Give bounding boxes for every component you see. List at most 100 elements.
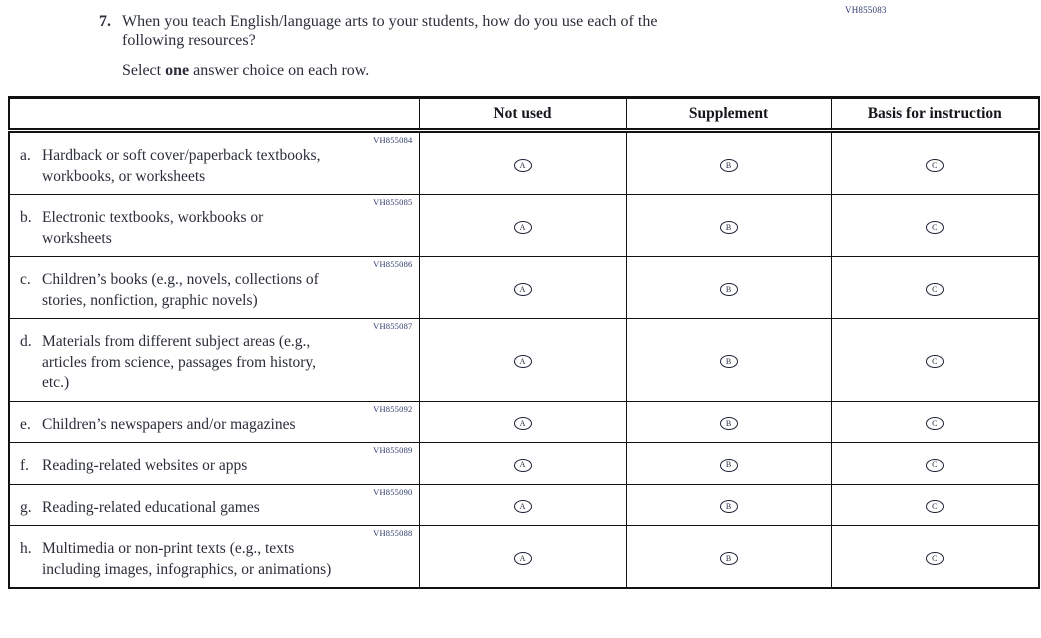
resource-usage-table: Not used Supplement Basis for instructio…: [8, 96, 1040, 589]
instruction-suffix: answer choice on each row.: [189, 62, 370, 79]
answer-bubble-basis-for-instruction[interactable]: C: [925, 221, 944, 234]
answer-bubble-not-used[interactable]: A: [513, 355, 532, 369]
answer-bubble-supplement[interactable]: B: [719, 417, 738, 431]
row-code: VH855092: [373, 403, 413, 414]
option-cell-not-used: A: [418, 483, 627, 526]
option-cell-not-used: A: [418, 194, 627, 257]
bubble-letter: B: [725, 222, 732, 232]
bubble-letter: B: [725, 553, 732, 563]
answer-bubble-supplement[interactable]: B: [719, 283, 738, 296]
option-cell-supplement: B: [625, 400, 832, 443]
row-code: VH855084: [373, 135, 413, 145]
table-row: VH855087 d. Materials from different sub…: [8, 318, 1040, 402]
option-cell-supplement: B: [625, 194, 832, 257]
header-row: Not used Supplement Basis for instructio…: [8, 97, 1040, 133]
row-label-cell: VH855089 f. Reading-related websites or …: [8, 442, 420, 485]
instruction-bold: one: [165, 62, 190, 79]
bubble-letter: C: [932, 160, 938, 170]
table-row: VH855085 b. Electronic textbooks, workbo…: [8, 194, 1040, 257]
row-letter: d.: [20, 333, 32, 350]
row-letter: c.: [20, 271, 31, 288]
bubble-letter: C: [932, 222, 938, 232]
row-label-cell: VH855090 g. Reading-related educational …: [8, 483, 420, 526]
answer-bubble-not-used[interactable]: A: [513, 500, 532, 514]
answer-bubble-basis-for-instruction[interactable]: C: [925, 159, 944, 172]
bubble-letter: A: [519, 160, 526, 170]
answer-bubble-supplement[interactable]: B: [719, 159, 738, 172]
answer-bubble-supplement[interactable]: B: [719, 458, 738, 472]
bubble-letter: B: [725, 460, 732, 470]
option-cell-basis-for-instruction: C: [830, 442, 1040, 485]
bubble-letter: C: [932, 284, 938, 294]
bubble-letter: B: [725, 160, 732, 170]
row-letter: e.: [20, 415, 31, 433]
answer-bubble-basis-for-instruction[interactable]: C: [925, 283, 944, 296]
answer-bubble-basis-for-instruction[interactable]: C: [925, 552, 944, 565]
row-label-cell: VH855092 e. Children’s newspapers and/or…: [8, 400, 420, 443]
bubble-letter: A: [519, 222, 526, 232]
row-text: Materials from different subject areas (…: [42, 333, 317, 391]
option-cell-supplement: B: [625, 318, 832, 402]
option-cell-not-used: A: [418, 442, 627, 485]
row-text: Electronic textbooks, workbooks or works…: [42, 209, 264, 247]
table-row: VH855088 h. Multimedia or non-print text…: [8, 525, 1040, 589]
bubble-letter: A: [519, 553, 526, 563]
row-code: VH855086: [373, 259, 413, 269]
answer-bubble-basis-for-instruction[interactable]: C: [925, 417, 944, 431]
row-label-cell: VH855087 d. Materials from different sub…: [8, 318, 420, 402]
form-code: VH855083: [845, 5, 887, 15]
row-code: VH855089: [373, 445, 413, 455]
bubble-letter: B: [725, 356, 732, 366]
question-block: 7. When you teach English/language arts …: [0, 0, 1041, 80]
answer-bubble-not-used[interactable]: A: [513, 221, 532, 234]
column-header-supplement: Supplement: [625, 97, 832, 133]
answer-bubble-not-used[interactable]: A: [513, 552, 532, 565]
option-cell-basis-for-instruction: C: [830, 400, 1040, 443]
answer-bubble-basis-for-instruction[interactable]: C: [925, 458, 944, 472]
option-cell-supplement: B: [625, 256, 832, 319]
row-letter: f.: [20, 457, 30, 474]
answer-bubble-not-used[interactable]: A: [513, 159, 532, 172]
column-header-not-used: Not used: [418, 97, 627, 133]
bubble-letter: C: [932, 553, 938, 563]
bubble-letter: B: [725, 284, 732, 294]
option-cell-basis-for-instruction: C: [830, 525, 1040, 589]
row-text: Children’s books (e.g., novels, collecti…: [42, 271, 319, 309]
answer-bubble-supplement[interactable]: B: [719, 500, 738, 514]
answer-bubble-not-used[interactable]: A: [513, 417, 532, 431]
bubble-letter: A: [519, 284, 526, 294]
table-body: VH855084 a. Hardback or soft cover/paper…: [8, 130, 1040, 589]
table-row: VH855092 e. Children’s newspapers and/or…: [8, 400, 1040, 443]
option-cell-not-used: A: [418, 130, 627, 195]
answer-bubble-not-used[interactable]: A: [513, 283, 532, 296]
answer-bubble-supplement[interactable]: B: [719, 221, 738, 234]
row-label-column-header: [8, 97, 420, 133]
table-row: VH855090 g. Reading-related educational …: [8, 483, 1040, 526]
answer-bubble-supplement[interactable]: B: [719, 355, 738, 369]
option-cell-not-used: A: [418, 256, 627, 319]
row-text: Children’s newspapers and/or magazines: [42, 415, 296, 433]
option-cell-supplement: B: [625, 525, 832, 589]
option-cell-basis-for-instruction: C: [830, 194, 1040, 257]
bubble-letter: C: [932, 501, 938, 511]
bubble-letter: A: [519, 460, 526, 470]
option-cell-supplement: B: [625, 442, 832, 485]
answer-bubble-supplement[interactable]: B: [719, 552, 738, 565]
answer-bubble-not-used[interactable]: A: [513, 458, 532, 472]
option-cell-supplement: B: [625, 130, 832, 195]
answer-bubble-basis-for-instruction[interactable]: C: [925, 355, 944, 369]
instruction-prefix: Select: [122, 62, 166, 79]
table-row: VH855089 f. Reading-related websites or …: [8, 442, 1040, 485]
bubble-letter: A: [519, 356, 526, 366]
answer-bubble-basis-for-instruction[interactable]: C: [925, 500, 944, 514]
bubble-letter: B: [725, 418, 732, 428]
question-instruction: Select one answer choice on each row.: [122, 61, 1041, 80]
row-text: Hardback or soft cover/paperback textboo…: [42, 147, 321, 185]
row-code: VH855085: [373, 197, 413, 207]
row-code: VH855088: [373, 528, 413, 538]
option-cell-supplement: B: [625, 483, 832, 526]
question-text: When you teach English/language arts to …: [122, 13, 658, 49]
table-row: VH855084 a. Hardback or soft cover/paper…: [8, 130, 1040, 195]
bubble-letter: C: [932, 460, 938, 470]
